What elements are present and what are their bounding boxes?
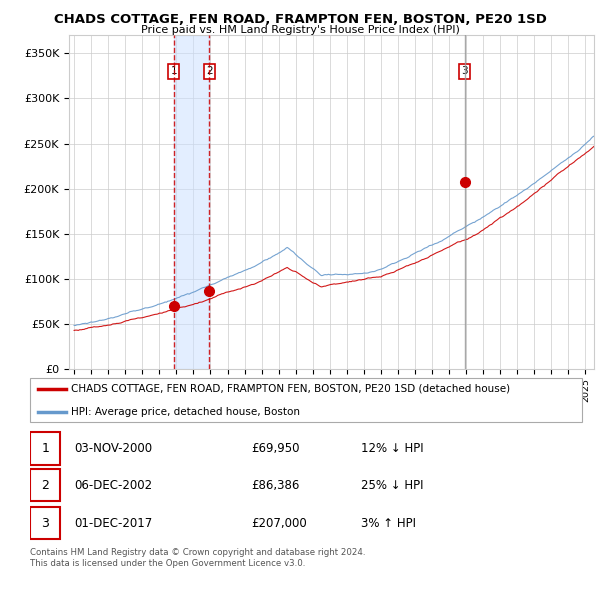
Text: CHADS COTTAGE, FEN ROAD, FRAMPTON FEN, BOSTON, PE20 1SD (detached house): CHADS COTTAGE, FEN ROAD, FRAMPTON FEN, B… <box>71 384 511 394</box>
Text: CHADS COTTAGE, FEN ROAD, FRAMPTON FEN, BOSTON, PE20 1SD: CHADS COTTAGE, FEN ROAD, FRAMPTON FEN, B… <box>53 13 547 26</box>
Text: 03-NOV-2000: 03-NOV-2000 <box>74 442 152 455</box>
FancyBboxPatch shape <box>30 469 61 502</box>
Text: 12% ↓ HPI: 12% ↓ HPI <box>361 442 424 455</box>
Text: 06-DEC-2002: 06-DEC-2002 <box>74 478 152 492</box>
Text: This data is licensed under the Open Government Licence v3.0.: This data is licensed under the Open Gov… <box>30 559 305 568</box>
Text: Contains HM Land Registry data © Crown copyright and database right 2024.: Contains HM Land Registry data © Crown c… <box>30 548 365 556</box>
Text: Price paid vs. HM Land Registry's House Price Index (HPI): Price paid vs. HM Land Registry's House … <box>140 25 460 35</box>
Text: HPI: Average price, detached house, Boston: HPI: Average price, detached house, Bost… <box>71 407 301 417</box>
FancyBboxPatch shape <box>30 378 582 422</box>
Text: 1: 1 <box>170 67 177 77</box>
Text: 25% ↓ HPI: 25% ↓ HPI <box>361 478 424 492</box>
Text: 1: 1 <box>41 442 49 455</box>
Text: £207,000: £207,000 <box>251 517 307 530</box>
Text: £86,386: £86,386 <box>251 478 299 492</box>
Text: 3: 3 <box>461 67 468 77</box>
Bar <box>173 35 209 369</box>
Text: 01-DEC-2017: 01-DEC-2017 <box>74 517 152 530</box>
Text: 3: 3 <box>41 517 49 530</box>
Text: 2: 2 <box>41 478 49 492</box>
FancyBboxPatch shape <box>30 507 61 539</box>
Text: £69,950: £69,950 <box>251 442 299 455</box>
Text: 2: 2 <box>206 67 212 77</box>
Text: 3% ↑ HPI: 3% ↑ HPI <box>361 517 416 530</box>
FancyBboxPatch shape <box>30 432 61 464</box>
